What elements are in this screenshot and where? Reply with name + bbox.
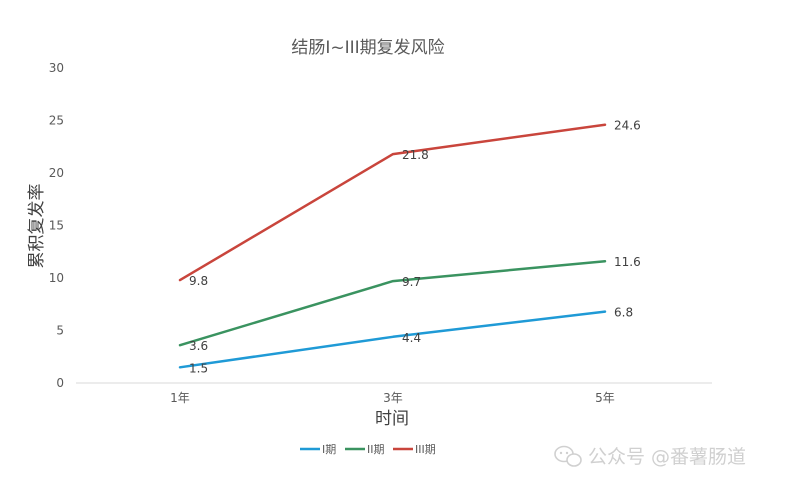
data-label: 21.8 — [402, 148, 429, 162]
y-tick-label: 10 — [49, 271, 64, 285]
data-label: 9.7 — [402, 275, 421, 289]
series-lines — [178, 123, 607, 369]
y-tick-label: 20 — [49, 166, 64, 180]
y-tick-label: 15 — [49, 219, 64, 233]
data-label: 1.5 — [189, 361, 208, 375]
x-tick-label: 5年 — [595, 391, 615, 405]
series-line — [178, 310, 607, 369]
legend-entry: II期 — [367, 443, 385, 456]
data-label: 6.8 — [614, 306, 633, 320]
y-tick-label: 0 — [56, 376, 64, 390]
wechat-icon — [554, 445, 582, 467]
data-label: 9.8 — [189, 274, 208, 288]
series-line — [178, 123, 607, 282]
legend-entry: III期 — [415, 443, 436, 456]
data-label: 3.6 — [189, 339, 208, 353]
x-tick-label: 1年 — [170, 391, 190, 405]
data-label: 24.6 — [614, 119, 641, 133]
watermark-text: 公众号 @番薯肠道 — [588, 446, 746, 468]
y-tick-label: 25 — [49, 114, 64, 128]
data-label: 11.6 — [614, 255, 641, 269]
x-axis-ticks: 1年 3年 5年 — [170, 391, 615, 405]
legend-entry: I期 — [322, 443, 336, 456]
y-tick-label: 5 — [56, 324, 64, 338]
series-line — [178, 259, 607, 347]
data-label: 4.4 — [402, 331, 421, 345]
legend: I期 II期 III期 — [300, 443, 436, 456]
y-axis-label: 累积复发率 — [27, 184, 47, 269]
watermark: 公众号 @番薯肠道 — [554, 445, 746, 468]
x-axis-label: 时间 — [375, 409, 409, 429]
data-labels: 1.5 4.4 6.8 3.6 9.7 11.6 9.8 21.8 24.6 — [189, 119, 641, 376]
x-tick-label: 3年 — [383, 391, 403, 405]
y-tick-label: 30 — [49, 61, 64, 75]
y-axis-ticks: 0 5 10 15 20 25 30 — [49, 61, 64, 390]
chart-title: 结肠I~III期复发风险 — [291, 38, 444, 58]
